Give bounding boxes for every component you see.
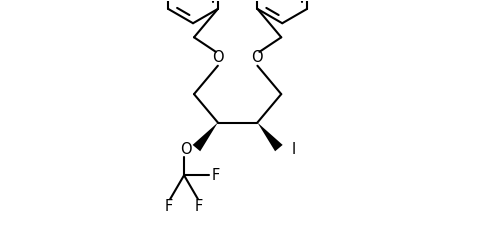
Text: O: O xyxy=(212,50,224,65)
Text: F: F xyxy=(212,168,220,183)
Text: F: F xyxy=(195,199,203,214)
Text: F: F xyxy=(165,199,173,214)
Polygon shape xyxy=(258,122,282,151)
Polygon shape xyxy=(192,122,218,151)
Text: I: I xyxy=(291,142,296,156)
Text: O: O xyxy=(252,50,263,65)
Text: O: O xyxy=(180,142,192,156)
